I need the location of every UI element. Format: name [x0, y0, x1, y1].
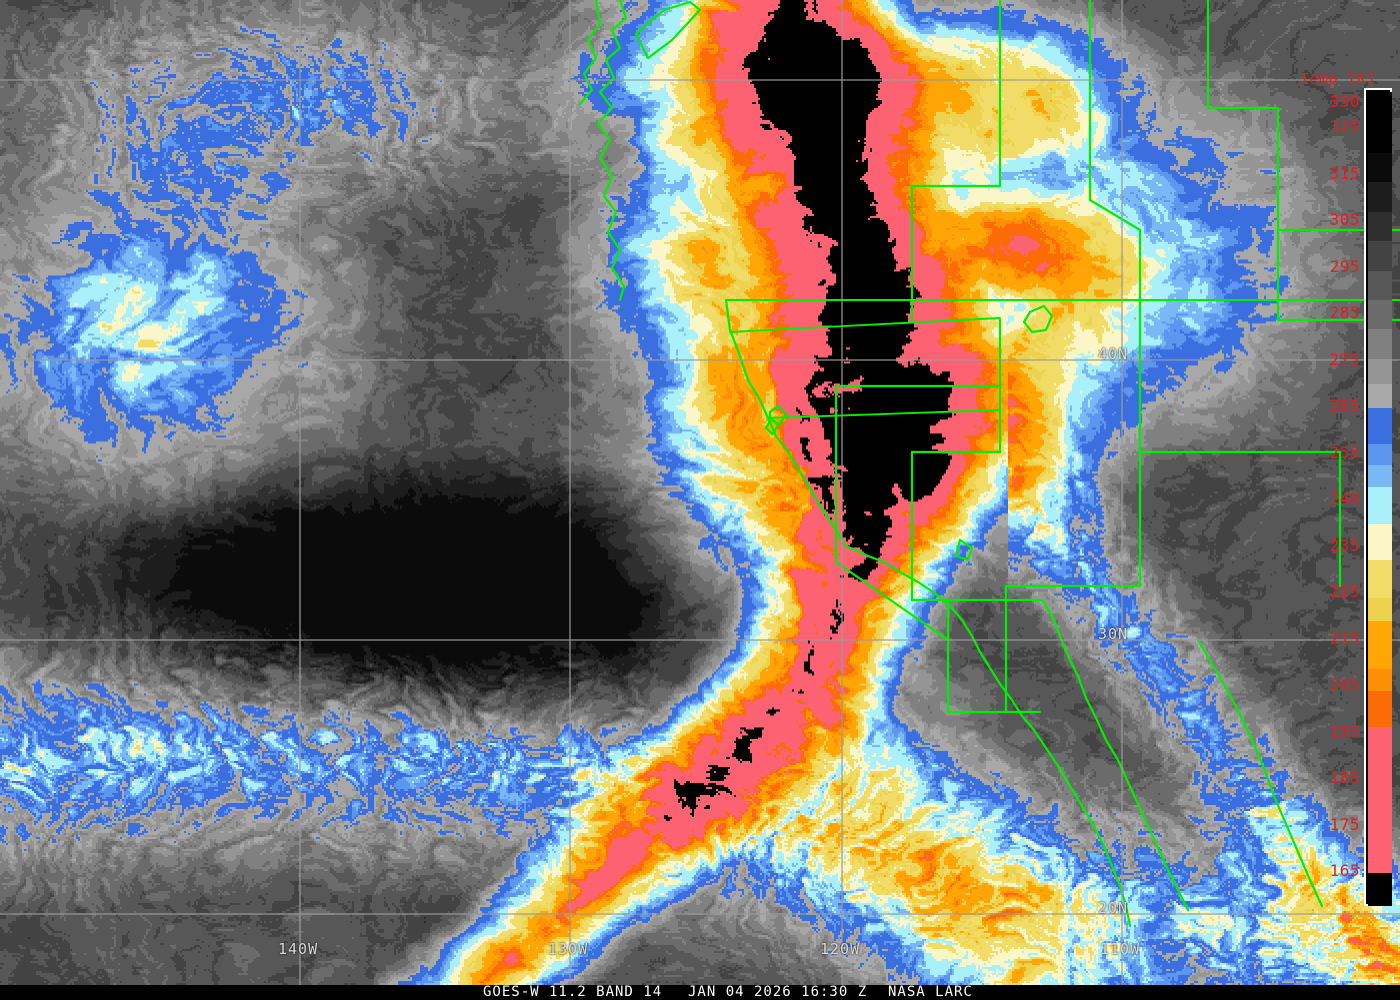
colorbar-band-cream	[1368, 524, 1392, 561]
colorbar-band-yellow-soft	[1368, 560, 1392, 599]
colorbar-band-yellow-gold	[1368, 598, 1392, 621]
colorbar-band-gray-ramp-6	[1368, 329, 1392, 359]
colorbar-tick-295k: 295	[1329, 257, 1360, 276]
colorbar-band-gray-ramp-7	[1368, 358, 1392, 384]
colorbar-band-orange-deep	[1368, 668, 1392, 692]
colorbar-band-red-pink	[1368, 727, 1392, 874]
colorbar-tick-285k: 285	[1329, 303, 1360, 322]
status-footer-bar: GOES-W 11.2 BAND 14 JAN 04 2026 16:30 Z …	[0, 985, 1400, 1000]
lon-label-120w: 120W	[820, 940, 861, 958]
lat-label-30n: 30N	[1098, 625, 1129, 643]
colorbar-tick-255k: 255	[1329, 443, 1360, 462]
colorbar-tick-245k: 245	[1329, 489, 1360, 508]
temperature-colorbar	[1364, 88, 1396, 908]
colorbar-band-cyan-pale	[1368, 486, 1392, 525]
footer-product-label: GOES-W 11.2 BAND 14	[483, 984, 663, 1000]
colorbar-tick-225k: 225	[1329, 582, 1360, 601]
colorbar-gradient-strip	[1368, 92, 1392, 906]
colorbar-tick-315k: 315	[1329, 164, 1360, 183]
colorbar-tick-330k: 330	[1329, 92, 1360, 111]
colorbar-tick-215k: 215	[1329, 629, 1360, 648]
colorbar-band-orange-amber	[1368, 621, 1392, 669]
colorbar-band-gray-ramp-2	[1368, 211, 1392, 242]
colorbar-tick-205k: 205	[1329, 675, 1360, 694]
colorbar-tick-235k: 235	[1329, 536, 1360, 555]
lon-label-130w: 130W	[548, 940, 589, 958]
lat-label-40n: 40N	[1098, 345, 1129, 363]
colorbar-band-black-hot-clip	[1368, 92, 1392, 153]
colorbar-tick-305k: 305	[1329, 210, 1360, 229]
colorbar-band-orange-burnt	[1368, 691, 1392, 728]
colorbar-tick-195k: 195	[1329, 722, 1360, 741]
colorbar-band-gray-ramp-4	[1368, 270, 1392, 300]
colorbar-tick-185k: 185	[1329, 768, 1360, 787]
lat-label-20n: 20N	[1098, 899, 1129, 917]
colorbar-band-black-cold-clip	[1368, 873, 1392, 906]
colorbar-tick-275k: 275	[1329, 350, 1360, 369]
colorbar-frame	[1364, 88, 1392, 906]
colorbar-band-gray-ramp-1	[1368, 182, 1392, 212]
colorbar-band-blue-medium	[1368, 444, 1392, 466]
colorbar-band-gray-ramp-3	[1368, 241, 1392, 271]
colorbar-tick-325k: 325	[1329, 117, 1360, 136]
footer-datetime-label: JAN 04 2026 16:30 Z	[688, 984, 868, 1000]
footer-source-label: NASA LARC	[888, 984, 973, 1000]
colorbar-band-gray-ramp-8	[1368, 383, 1392, 409]
colorbar-tick-265k: 265	[1329, 396, 1360, 415]
colorbar-band-blue-light	[1368, 465, 1392, 487]
colorbar-band-gray-ramp-dark	[1368, 152, 1392, 183]
lon-label-110w: 110W	[1100, 940, 1141, 958]
colorbar-tick-165k: 165	[1329, 861, 1360, 880]
colorbar-tick-175k: 175	[1329, 815, 1360, 834]
colorbar-title: Temp [K]	[1300, 70, 1377, 88]
lon-label-140w: 140W	[278, 940, 319, 958]
colorbar-band-blue-royal	[1368, 408, 1392, 445]
colorbar-band-gray-ramp-5	[1368, 300, 1392, 330]
